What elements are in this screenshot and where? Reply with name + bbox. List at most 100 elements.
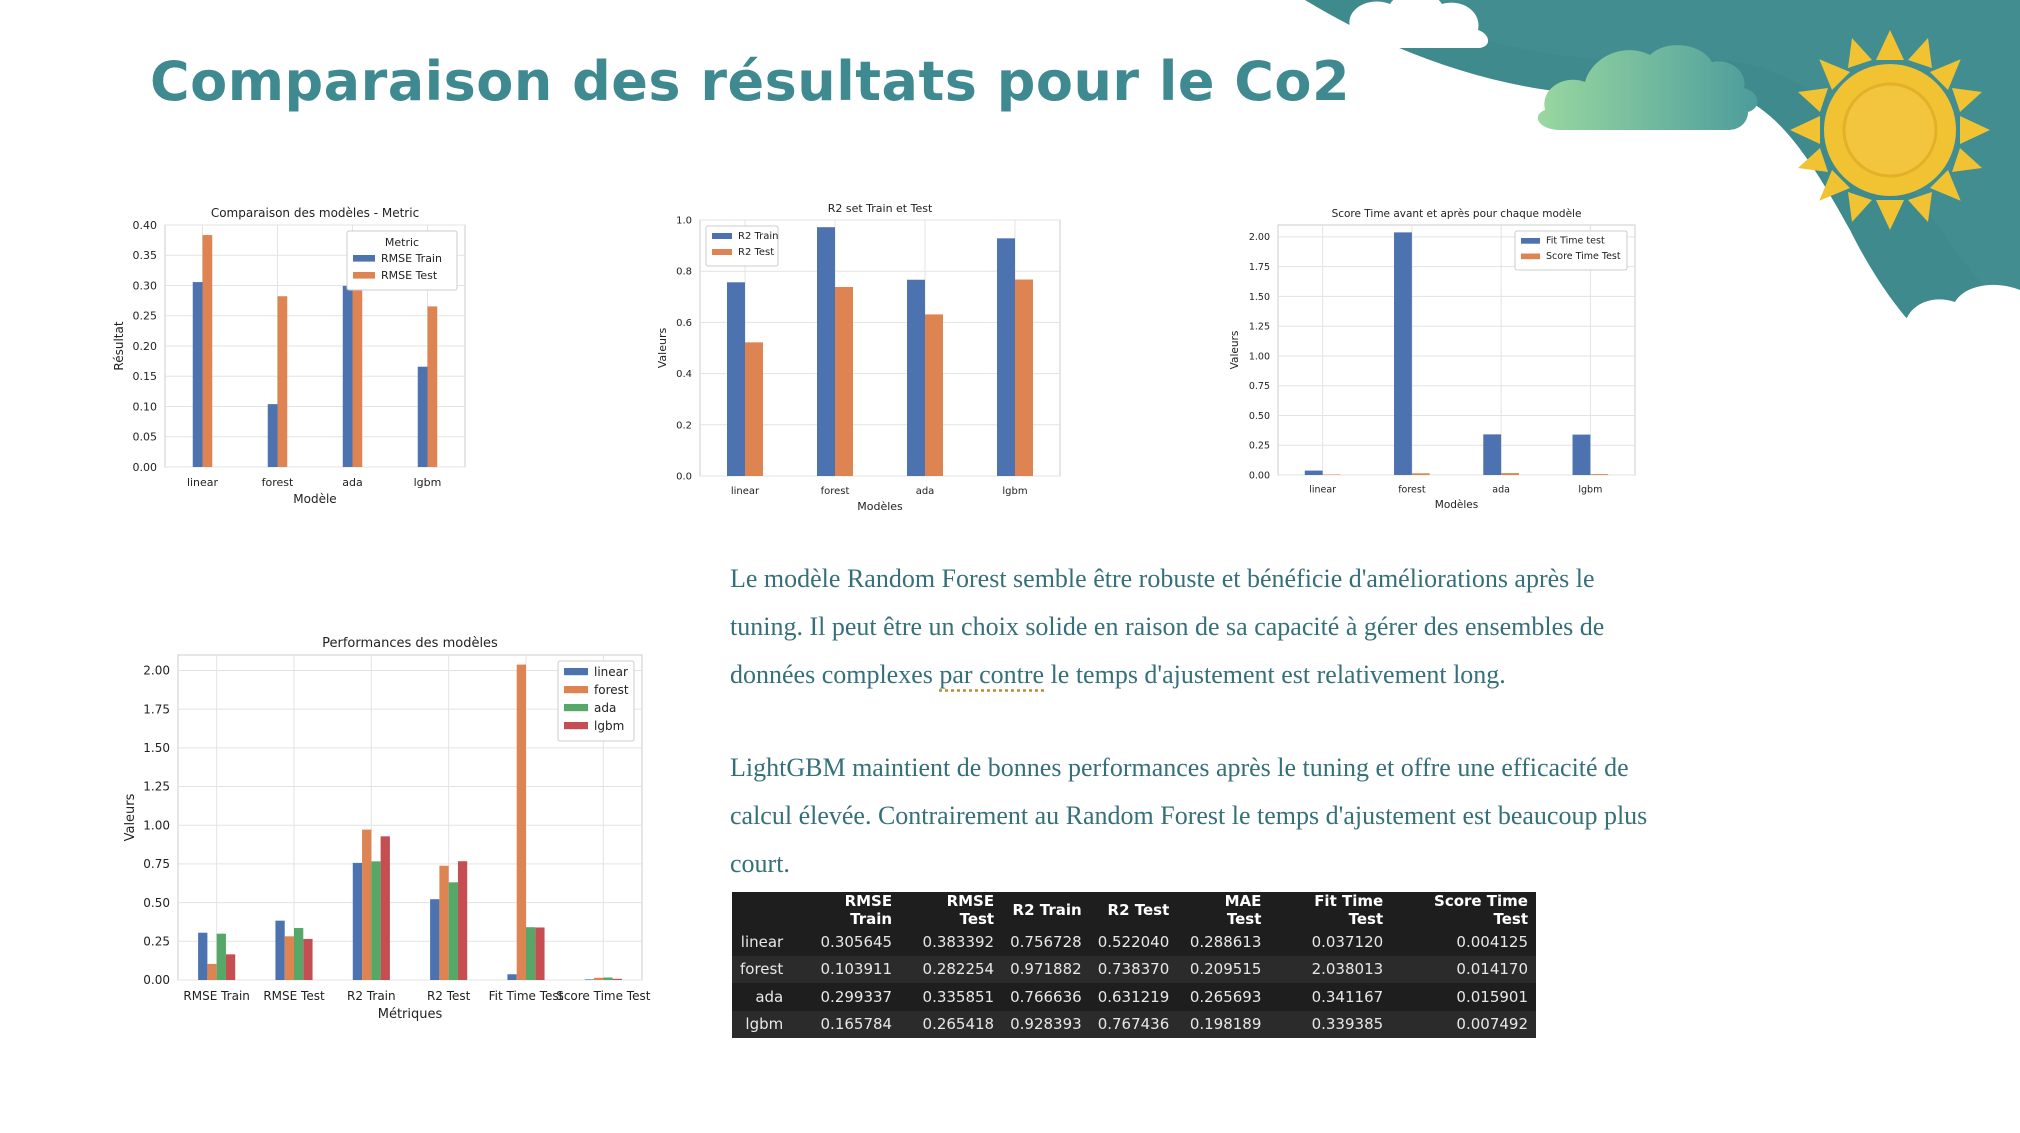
table-cell: 0.265418 <box>922 1015 995 1034</box>
legend-label: Fit Time test <box>1546 236 1605 247</box>
table-cell: 0.522040 <box>1097 932 1170 951</box>
bar <box>277 296 288 467</box>
bar <box>457 861 468 980</box>
x-tick-label: Score Time Test <box>556 989 651 1003</box>
legend-label: forest <box>594 683 629 697</box>
chart-r2-svg: 0.0 0.2 0.4 0.6 0.8 1.0 linear forest ada lgbm R2 … <box>656 202 1061 513</box>
chart-metric-comparison: 0.00 0.05 0.10 0.15 0.20 0.25 0.30 0.35 0.40 line… <box>110 200 480 510</box>
chart-metric-svg: 0.00 0.05 0.10 0.15 0.20 0.25 0.30 0.35 0.40 line… <box>112 206 466 506</box>
bar <box>516 664 526 980</box>
table-cell: 0.928393 <box>1010 1015 1082 1034</box>
legend-swatch <box>1521 253 1540 260</box>
y-tick-label: 0.00 <box>133 461 158 474</box>
y-tick-label: 0.00 <box>1249 470 1270 481</box>
x-axis-label: Modèles <box>857 500 903 510</box>
legend: Metric RMSE Train RMSE Test <box>346 230 458 291</box>
underlined-text: par contre <box>939 660 1045 689</box>
x-tick-label: forest <box>262 476 294 489</box>
bar <box>342 285 353 467</box>
paragraph-text: Le modèle Random Forest semble être robu… <box>730 564 1605 689</box>
analysis-paragraph-forest: Le modèle Random Forest semble être robu… <box>730 555 1670 699</box>
legend-label: RMSE Test <box>381 269 438 282</box>
bar <box>207 963 217 980</box>
table-header-cell <box>732 892 791 928</box>
y-tick-label: 1.50 <box>143 741 170 755</box>
x-axis-label: Modèles <box>1435 499 1478 510</box>
chart-score-time: 0.00 0.25 0.50 0.75 1.00 1.25 1.50 1.75 2.00 line… <box>1229 200 1650 511</box>
table-cell: 0.299337 <box>820 987 893 1006</box>
bar <box>745 342 763 476</box>
bar <box>352 862 363 980</box>
legend-label: RMSE Train <box>381 252 442 265</box>
legend-label: lgbm <box>594 719 624 733</box>
legend: Fit Time test Score Time Test <box>1514 230 1628 271</box>
bar <box>427 306 438 467</box>
y-tick-label: 0.20 <box>133 340 158 353</box>
table-cell: 0.282254 <box>922 960 995 979</box>
y-tick-label: 0.50 <box>1249 411 1270 422</box>
table-header-cell: RMSE Train <box>844 892 893 928</box>
table-header-cell: R2 Test <box>1107 901 1170 919</box>
table-cell: 0.971882 <box>1010 960 1082 979</box>
bar <box>1394 232 1412 475</box>
legend-label: Score Time Test <box>1546 251 1621 262</box>
legend: linear forest ada lgbm <box>557 660 635 742</box>
x-tick-label: R2 Train <box>347 989 396 1003</box>
y-tick-label: 0.15 <box>133 370 158 383</box>
y-tick-label: 0.40 <box>133 219 158 232</box>
x-tick-label: lgbm <box>414 476 442 489</box>
table-header-cell: Score Time Test <box>1434 892 1528 928</box>
bar <box>1411 473 1430 475</box>
legend-box <box>557 660 635 742</box>
x-tick-label: ada <box>916 486 935 497</box>
y-tick-label: 0.35 <box>133 249 158 262</box>
paragraph-text: le temps d'ajustement est relativement l… <box>1044 660 1506 689</box>
y-tick-label: 1.50 <box>1249 292 1270 303</box>
x-axis-label: Modèle <box>293 492 336 506</box>
table-cell: 0.341167 <box>1311 987 1384 1006</box>
y-tick-label: 0.2 <box>676 420 692 431</box>
y-tick-label: 1.75 <box>143 702 170 716</box>
table-cell: 0.767436 <box>1097 1015 1170 1034</box>
bar <box>507 974 517 980</box>
cloud-icon <box>1537 45 1758 130</box>
x-tick-label: ada <box>1492 485 1510 496</box>
y-tick-label: 2.00 <box>1249 232 1270 243</box>
bar <box>603 977 613 980</box>
table-cell: 0.339385 <box>1311 1015 1384 1034</box>
y-axis-label: Valeurs <box>1230 331 1241 370</box>
bar <box>294 928 304 980</box>
bar <box>1015 279 1033 476</box>
table-row: linear 0.305645 0.383392 0.756728 0.522040 0.… <box>732 928 1536 956</box>
cloud-icon <box>1899 284 2020 395</box>
legend-swatch <box>564 686 588 694</box>
bar <box>352 263 363 467</box>
y-tick-label: 0.75 <box>143 857 170 871</box>
bar <box>380 836 390 980</box>
bar <box>526 927 536 980</box>
chart-r2-train-test: 0.0 0.2 0.4 0.6 0.8 1.0 linear forest ada lgbm R2 … <box>655 200 1075 513</box>
legend-title: Metric <box>385 236 419 249</box>
table-cell: 0.738370 <box>1097 960 1170 979</box>
table-row-label: ada <box>755 987 784 1006</box>
table-cell: 2.038013 <box>1311 960 1384 979</box>
y-tick-label: 0.0 <box>676 472 692 483</box>
y-tick-label: 0.25 <box>143 935 170 949</box>
table-cell: 0.265693 <box>1189 987 1262 1006</box>
bar <box>216 933 226 980</box>
table-cell: 0.383392 <box>922 932 995 951</box>
legend-swatch <box>564 668 588 676</box>
y-tick-label: 0.05 <box>133 431 158 444</box>
bar <box>198 932 208 980</box>
y-tick-label: 0.25 <box>133 310 158 323</box>
table-cell: 0.209515 <box>1189 960 1262 979</box>
legend-label: R2 Train <box>738 231 778 242</box>
bar <box>284 936 294 980</box>
y-axis-label: Valeurs <box>656 328 669 369</box>
bar <box>535 927 545 980</box>
sun-icon <box>1790 30 1990 230</box>
bar <box>1304 470 1323 475</box>
chart-title: Comparaison des modèles - Metric <box>211 206 419 220</box>
y-axis-label: Valeurs <box>123 793 138 841</box>
